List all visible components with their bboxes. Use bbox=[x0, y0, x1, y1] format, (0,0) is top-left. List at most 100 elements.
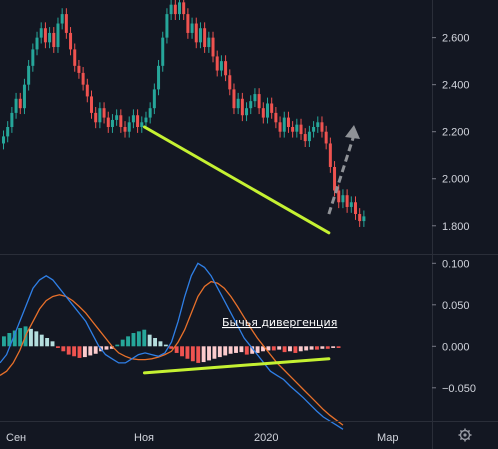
candlestick bbox=[148, 102, 152, 124]
histogram-bar bbox=[288, 346, 292, 352]
candlestick bbox=[341, 189, 345, 209]
candle-body bbox=[337, 190, 341, 203]
candle-body bbox=[177, 2, 181, 15]
candle-body bbox=[27, 65, 31, 85]
candle-body bbox=[240, 98, 244, 116]
candle-body bbox=[261, 108, 265, 118]
candle-body bbox=[56, 23, 60, 48]
candle-body bbox=[198, 28, 202, 43]
candle-body bbox=[324, 131, 328, 144]
candle-body bbox=[152, 89, 156, 109]
macd-pane[interactable] bbox=[0, 262, 344, 430]
candle-body bbox=[349, 202, 353, 207]
candlestick bbox=[261, 102, 265, 124]
candlestick bbox=[345, 189, 349, 213]
candlestick bbox=[144, 111, 148, 129]
histogram-bar bbox=[174, 346, 179, 353]
candle-body bbox=[10, 112, 14, 127]
candle-body bbox=[291, 127, 295, 132]
candle-body bbox=[43, 28, 47, 43]
gear-tooth bbox=[467, 437, 471, 441]
candlestick bbox=[56, 17, 60, 53]
histogram-bar bbox=[196, 346, 201, 363]
histogram-bar bbox=[61, 346, 66, 352]
candle-body bbox=[77, 65, 81, 73]
histogram-bar bbox=[190, 346, 195, 362]
candlestick bbox=[169, 0, 173, 20]
candle-body bbox=[270, 103, 274, 113]
candlestick bbox=[249, 95, 253, 115]
candle-body bbox=[282, 117, 286, 132]
gear-tooth bbox=[459, 437, 463, 441]
histogram-bar bbox=[50, 341, 55, 347]
price-trendline[interactable] bbox=[142, 125, 331, 235]
candle-body bbox=[169, 4, 173, 15]
candlestick bbox=[161, 31, 165, 72]
candlestick bbox=[353, 196, 357, 220]
candle-body bbox=[115, 115, 119, 120]
candlestick bbox=[177, 0, 181, 20]
candle-body bbox=[119, 115, 123, 127]
candlestick bbox=[119, 109, 123, 133]
candle-body bbox=[249, 101, 253, 109]
macd-axis[interactable]: 0.100 0.050 0.000 −0.050 bbox=[432, 258, 476, 395]
candlestick bbox=[136, 109, 140, 133]
candlestick bbox=[123, 121, 127, 138]
histogram-bar bbox=[115, 344, 120, 347]
divergence-annotation[interactable]: Бычья дивергенция bbox=[222, 316, 337, 329]
candle-body bbox=[173, 4, 177, 15]
histogram-bar bbox=[18, 328, 23, 347]
candlestick bbox=[39, 22, 43, 44]
candlestick bbox=[307, 125, 311, 147]
forecast-arrow-shaft[interactable] bbox=[327, 134, 356, 215]
histogram-bar bbox=[93, 346, 98, 354]
histogram-bar bbox=[298, 346, 303, 352]
candlestick bbox=[299, 118, 303, 140]
candlestick bbox=[31, 43, 35, 72]
histogram-bar bbox=[104, 346, 109, 350]
candle-body bbox=[140, 122, 144, 127]
macd-tick-label: 0.050 bbox=[442, 300, 470, 312]
candlestick bbox=[295, 118, 299, 138]
candle-body bbox=[60, 14, 64, 24]
candle-body bbox=[48, 32, 52, 43]
candle-body bbox=[31, 49, 35, 66]
candlestick bbox=[232, 83, 236, 115]
macd-trendline[interactable] bbox=[142, 357, 331, 375]
candlestick bbox=[22, 78, 26, 115]
histogram-bar bbox=[88, 346, 93, 356]
candlestick bbox=[349, 196, 353, 213]
candlestick bbox=[257, 88, 261, 115]
histogram-bar bbox=[217, 346, 222, 358]
candlestick bbox=[77, 59, 81, 79]
histogram-bar bbox=[28, 328, 33, 347]
candlestick bbox=[215, 50, 219, 77]
forecast-arrow-head[interactable] bbox=[344, 125, 360, 139]
histogram-bar bbox=[261, 346, 265, 352]
price-pane[interactable] bbox=[2, 0, 366, 235]
candlestick bbox=[27, 59, 31, 91]
candle-body bbox=[224, 61, 228, 76]
candlestick bbox=[270, 97, 274, 119]
candle-body bbox=[6, 127, 10, 137]
histogram-bar bbox=[293, 346, 298, 353]
candle-body bbox=[353, 202, 357, 215]
histogram-bar bbox=[244, 346, 249, 355]
candle-body bbox=[98, 108, 102, 123]
candle-body bbox=[219, 61, 223, 71]
time-axis[interactable]: Сен Ноя 2020 Мар bbox=[6, 432, 399, 444]
histogram-bar bbox=[180, 346, 184, 357]
gear-tooth bbox=[459, 429, 463, 433]
price-tick-label: 2.400 bbox=[442, 80, 470, 92]
gear-icon[interactable] bbox=[458, 428, 472, 442]
histogram-bar bbox=[266, 346, 271, 351]
histogram-bar bbox=[109, 346, 114, 349]
candlestick bbox=[286, 111, 290, 133]
histogram-bar bbox=[223, 346, 228, 356]
candlestick bbox=[89, 90, 93, 119]
price-axis[interactable]: 2.600 2.400 2.200 2.000 1.800 bbox=[432, 33, 470, 233]
candlestick bbox=[328, 137, 332, 173]
candlestick bbox=[131, 109, 135, 129]
candlestick bbox=[35, 31, 39, 56]
